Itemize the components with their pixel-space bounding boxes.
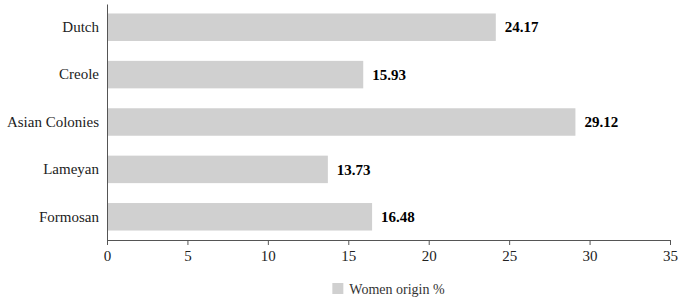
y-tick: Dutch <box>62 19 107 35</box>
y-tick-label: Formosan <box>39 209 100 225</box>
y-axis: Dutch Creole Asian Colonies Lameyan Formosan <box>7 5 108 241</box>
x-tick-mark <box>670 240 671 245</box>
x-tick: 25 <box>502 240 517 264</box>
bar <box>107 108 575 135</box>
x-tick-mark <box>348 240 349 245</box>
bar <box>107 203 372 230</box>
y-tick-label: Asian Colonies <box>7 114 99 130</box>
legend-label: Women origin % <box>349 282 445 297</box>
x-tick: 20 <box>422 240 437 264</box>
x-tick-mark <box>590 240 591 245</box>
x-tick-label: 15 <box>341 248 356 264</box>
x-tick-mark <box>107 240 108 245</box>
x-tick-label: 25 <box>502 248 517 264</box>
bar <box>107 13 496 40</box>
x-tick: 0 <box>104 240 112 264</box>
chart-container: 24.17 15.93 29.12 13.73 16.48 0 5 10 15 20 25 30 35 D… <box>0 0 685 301</box>
legend: Women origin % <box>332 282 445 297</box>
legend-swatch <box>332 283 343 294</box>
bar <box>107 156 328 183</box>
data-label: 29.12 <box>584 114 618 130</box>
x-axis: 0 5 10 15 20 25 30 35 <box>104 240 678 264</box>
x-tick-label: 35 <box>663 248 678 264</box>
y-tick: Asian Colonies <box>7 114 107 130</box>
x-tick-mark <box>509 240 510 245</box>
plot: 24.17 15.93 29.12 13.73 16.48 0 5 10 15 20 25 30 35 D… <box>7 5 678 264</box>
x-tick-mark <box>187 240 188 245</box>
x-axis-line <box>108 240 671 241</box>
bar <box>107 61 363 88</box>
data-label: 24.17 <box>505 19 539 35</box>
legend-item: Women origin % <box>332 282 445 297</box>
chart-svg: 24.17 15.93 29.12 13.73 16.48 0 5 10 15 20 25 30 35 D… <box>0 0 685 301</box>
x-tick-label: 10 <box>261 248 276 264</box>
x-tick-label: 5 <box>184 248 192 264</box>
y-tick-label: Dutch <box>62 19 99 35</box>
y-tick-label: Creole <box>59 66 99 82</box>
data-label: 16.48 <box>381 209 415 225</box>
x-tick-label: 20 <box>422 248 437 264</box>
data-label: 15.93 <box>372 67 406 83</box>
y-tick: Creole <box>59 66 107 82</box>
data-labels: 24.17 15.93 29.12 13.73 16.48 <box>337 19 618 225</box>
x-tick-label: 0 <box>104 248 112 264</box>
x-tick-mark <box>429 240 430 245</box>
x-tick: 30 <box>583 240 598 264</box>
y-tick-label: Lameyan <box>43 161 99 177</box>
x-tick: 5 <box>184 240 192 264</box>
bars <box>107 13 575 230</box>
x-tick: 35 <box>663 240 678 264</box>
x-tick: 10 <box>261 240 276 264</box>
y-tick: Formosan <box>39 209 107 225</box>
y-axis-line <box>107 5 108 241</box>
x-tick-mark <box>268 240 269 245</box>
x-tick: 15 <box>341 240 356 264</box>
x-tick-label: 30 <box>583 248 598 264</box>
y-tick: Lameyan <box>43 161 107 177</box>
data-label: 13.73 <box>337 162 371 178</box>
